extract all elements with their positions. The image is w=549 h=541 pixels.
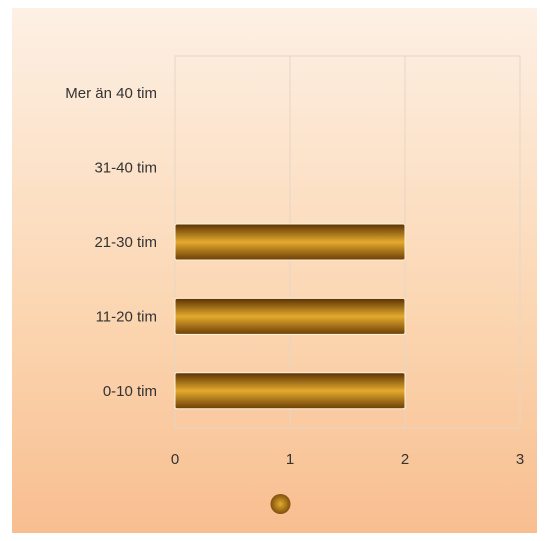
bar — [174, 372, 406, 410]
category-labels: Mer än 40 tim 31-40 tim 21-30 tim 11-20 tim… — [65, 85, 157, 400]
category-label: 11-20 tim — [96, 308, 157, 325]
category-label: 21-30 tim — [94, 234, 157, 251]
x-tick-labels: 0 1 2 3 — [171, 451, 524, 468]
category-label: 0-10 tim — [103, 383, 157, 400]
bar — [174, 297, 406, 335]
chart-panel: Mer än 40 tim 31-40 tim 21-30 tim 11-20 tim… — [12, 8, 537, 533]
x-tick-label: 2 — [401, 451, 409, 468]
x-tick-label: 1 — [286, 451, 294, 468]
x-tick-label: 0 — [171, 451, 179, 468]
bars — [174, 223, 406, 410]
bar-chart: Mer än 40 tim 31-40 tim 21-30 tim 11-20 tim… — [65, 55, 524, 514]
category-label: Mer än 40 tim — [65, 85, 157, 102]
category-label: 31-40 tim — [94, 160, 157, 177]
bar — [174, 223, 406, 261]
legend-marker — [270, 494, 291, 514]
x-tick-label: 3 — [516, 451, 524, 468]
legend — [270, 494, 291, 514]
